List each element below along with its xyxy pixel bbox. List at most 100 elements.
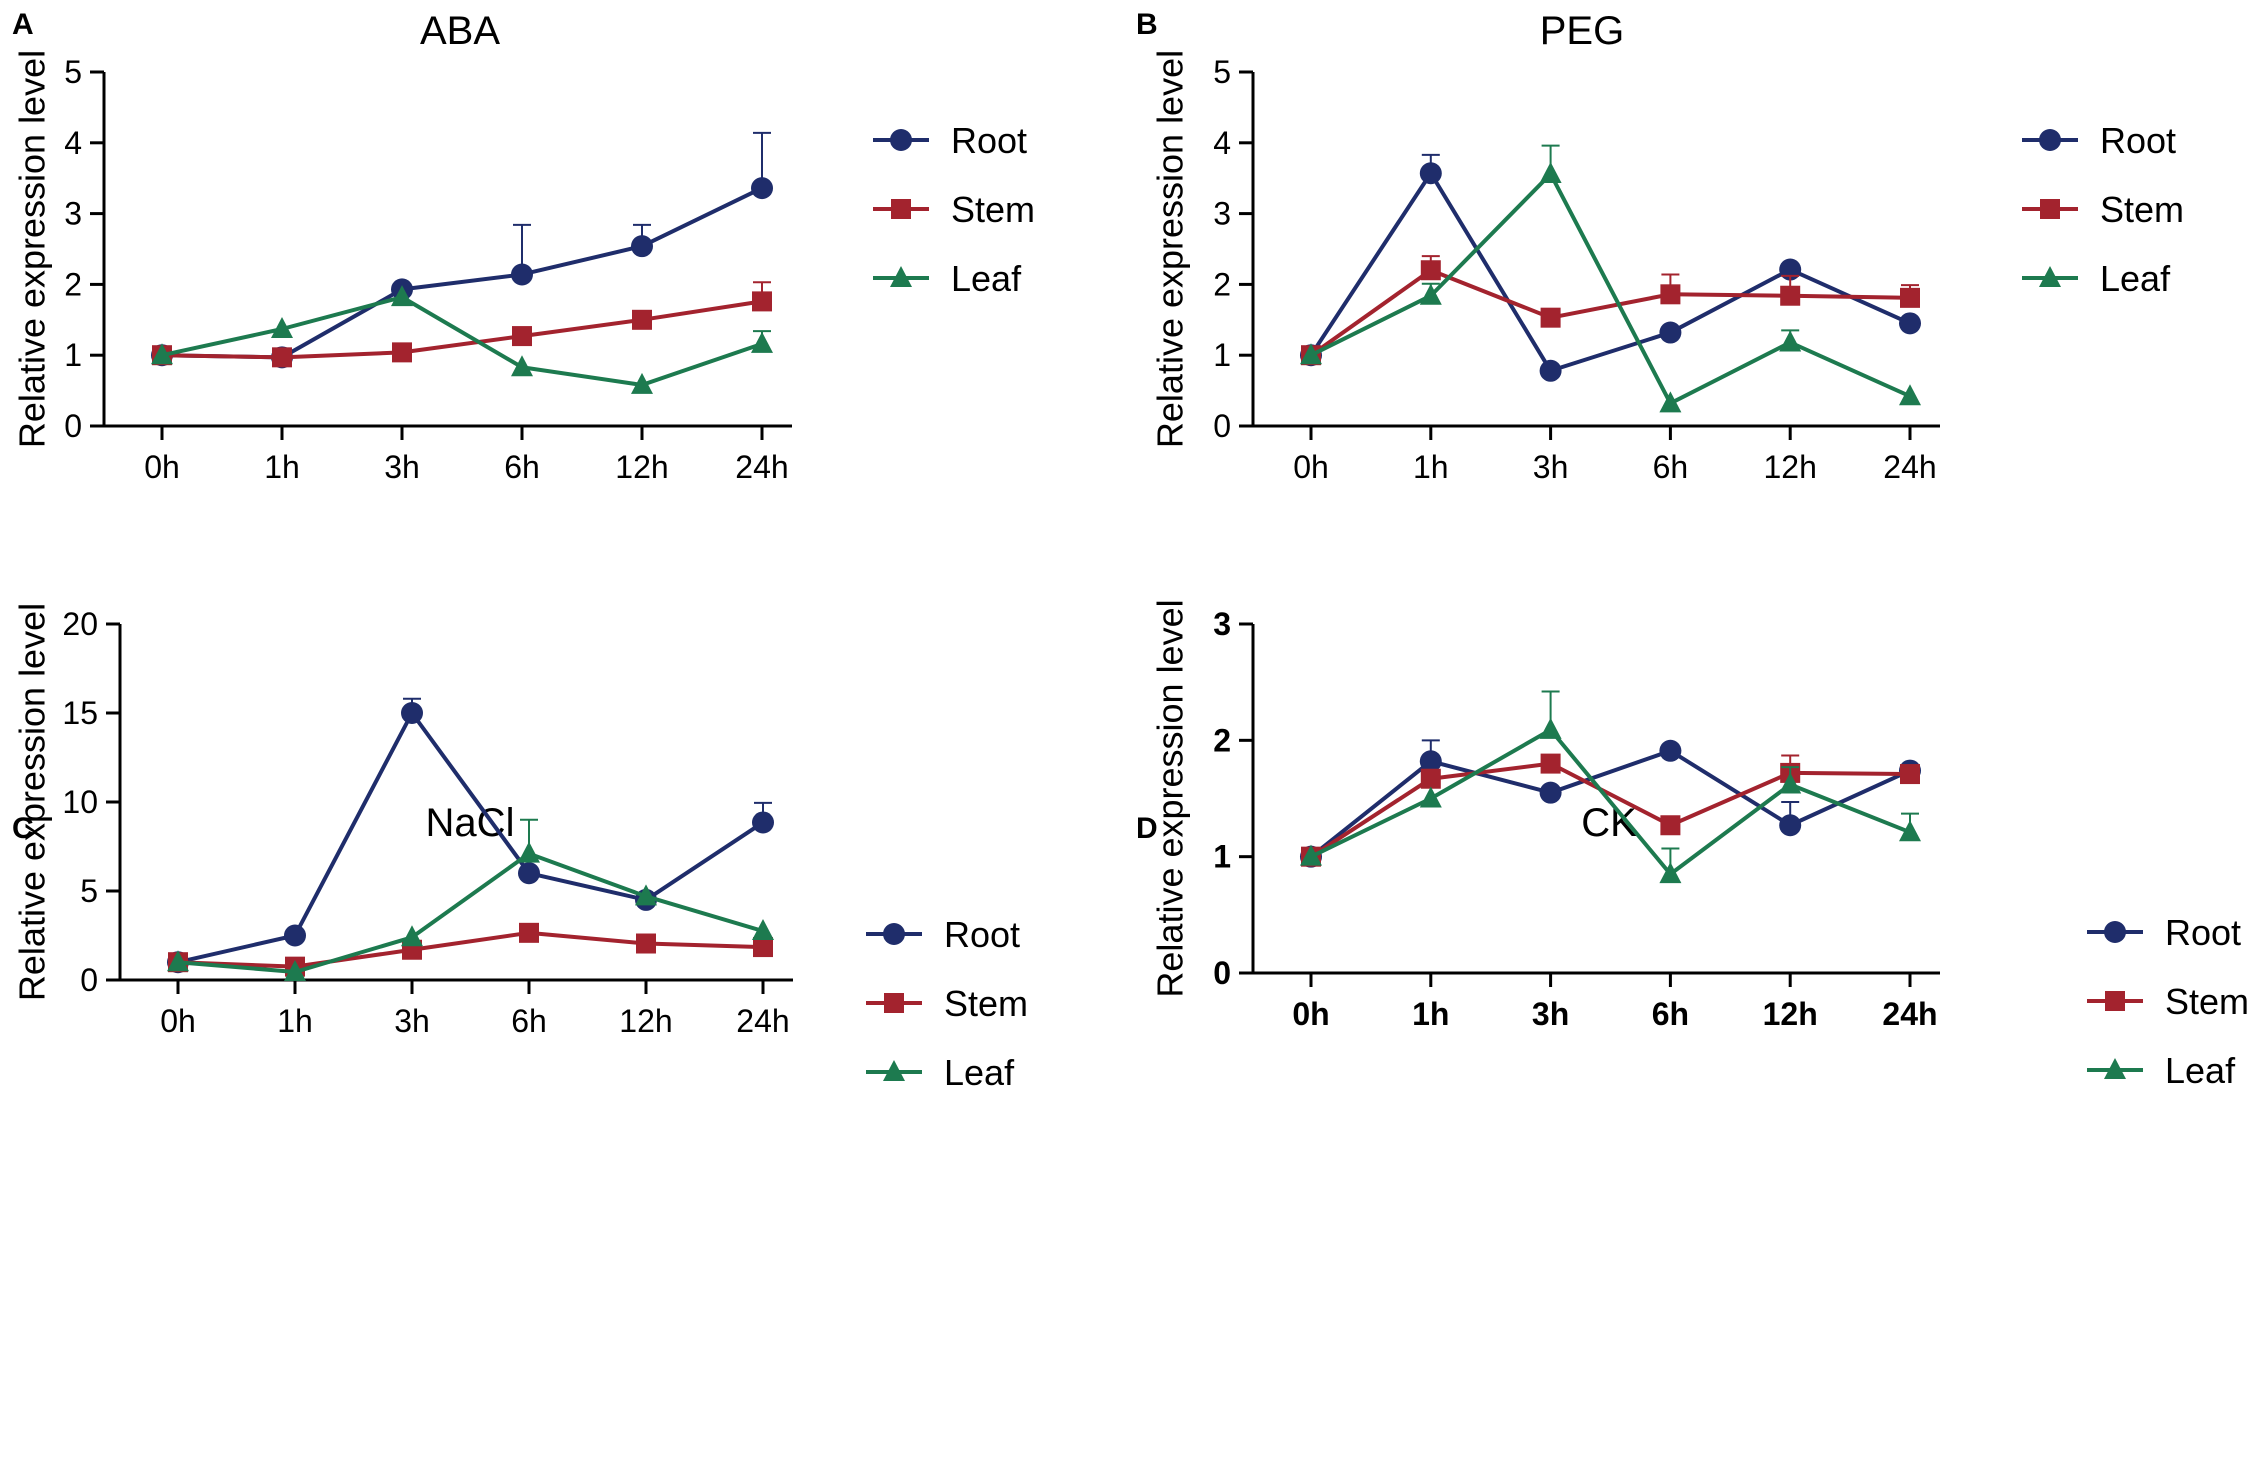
x-tick-label: 0h bbox=[160, 1003, 196, 1039]
data-point bbox=[1779, 814, 1802, 837]
data-point bbox=[1659, 321, 1682, 344]
data-point bbox=[511, 263, 533, 286]
legend-label: Leaf bbox=[944, 1052, 1015, 1093]
legend-item-stem: Stem bbox=[2087, 981, 2249, 1022]
x-tick-label: 6h bbox=[1653, 449, 1689, 485]
x-tick-label: 12h bbox=[615, 449, 668, 485]
data-point bbox=[631, 372, 653, 394]
series-line bbox=[161, 299, 763, 360]
data-point bbox=[636, 933, 656, 954]
data-point bbox=[284, 959, 306, 981]
legend-item-stem: Stem bbox=[866, 983, 1028, 1024]
y-tick-label: 5 bbox=[64, 54, 82, 90]
y-tick-label: 0 bbox=[64, 408, 82, 444]
y-tick-label: 1 bbox=[1213, 337, 1231, 373]
data-point bbox=[752, 291, 772, 312]
data-point bbox=[272, 347, 292, 368]
data-point bbox=[1300, 844, 1322, 866]
legend-item-root: Root bbox=[2022, 120, 2176, 161]
y-axis-label: Relative expression level bbox=[1150, 599, 1191, 997]
x-tick-label: 3h bbox=[1532, 996, 1569, 1032]
y-axis-label: Relative expression level bbox=[12, 603, 53, 1001]
legend-label: Stem bbox=[2165, 981, 2249, 1022]
legend-label: Stem bbox=[944, 983, 1028, 1024]
y-tick-label: 5 bbox=[80, 873, 98, 909]
legend-item-root: Root bbox=[866, 914, 1020, 955]
x-tick-label: 3h bbox=[1533, 449, 1569, 485]
series-line bbox=[177, 930, 764, 969]
x-tick-label: 12h bbox=[619, 1003, 672, 1039]
series-line bbox=[161, 295, 763, 387]
x-tick-label: 3h bbox=[394, 1003, 430, 1039]
data-point bbox=[1539, 717, 1562, 739]
data-point bbox=[512, 326, 532, 347]
legend: Root Stem Leaf bbox=[2022, 120, 2184, 299]
y-tick-label: 3 bbox=[1213, 606, 1231, 642]
legend-marker bbox=[883, 1060, 905, 1081]
data-point bbox=[1660, 284, 1681, 305]
x-tick-label: 12h bbox=[1763, 996, 1818, 1032]
data-point bbox=[1539, 781, 1562, 804]
legend-label: Root bbox=[951, 120, 1027, 161]
y-tick-label: 1 bbox=[64, 337, 82, 373]
data-point bbox=[1659, 739, 1682, 762]
y-tick-label: 3 bbox=[1213, 196, 1231, 232]
series-line bbox=[1310, 171, 1911, 406]
series-line bbox=[1309, 171, 1911, 373]
data-point bbox=[631, 235, 653, 258]
y-tick-label: 2 bbox=[1213, 722, 1231, 758]
x-tick-label: 12h bbox=[1764, 449, 1817, 485]
data-point bbox=[632, 309, 652, 330]
y-tick-label: 4 bbox=[1213, 125, 1231, 161]
data-point bbox=[1779, 330, 1802, 352]
data-point bbox=[401, 702, 423, 724]
data-point bbox=[752, 811, 774, 834]
panel-c: C NaCl Relative expression level 0 5 10 15 20 0h… bbox=[12, 603, 1028, 1093]
legend-marker bbox=[883, 923, 905, 945]
x-tick-label: 24h bbox=[735, 449, 788, 485]
data-point bbox=[167, 950, 189, 972]
y-axis-label: Relative expression level bbox=[1150, 50, 1191, 448]
legend-label: Root bbox=[2165, 912, 2241, 953]
data-point bbox=[1539, 359, 1562, 382]
data-point bbox=[1420, 768, 1441, 789]
x-tick-label: 3h bbox=[384, 449, 420, 485]
data-point bbox=[518, 841, 540, 863]
data-point bbox=[753, 937, 773, 958]
x-tick-label: 6h bbox=[504, 449, 540, 485]
legend-item-stem: Stem bbox=[2022, 189, 2184, 230]
data-point bbox=[1900, 287, 1920, 308]
y-tick-label: 3 bbox=[64, 196, 82, 232]
legend-item-leaf: Leaf bbox=[2087, 1050, 2236, 1091]
y-tick-label: 1 bbox=[1213, 839, 1231, 875]
data-point bbox=[1419, 283, 1442, 305]
data-point bbox=[1659, 862, 1682, 884]
data-point bbox=[511, 355, 533, 377]
legend-item-leaf: Leaf bbox=[873, 258, 1022, 299]
data-point bbox=[518, 862, 540, 885]
data-point bbox=[151, 343, 173, 365]
series-leaf bbox=[1300, 690, 1921, 884]
data-point bbox=[1900, 764, 1920, 785]
data-point bbox=[752, 919, 774, 941]
series-line bbox=[1309, 761, 1911, 859]
data-point bbox=[1540, 307, 1561, 328]
panel-label: C bbox=[12, 812, 34, 845]
data-point bbox=[1660, 815, 1681, 836]
panel-label: D bbox=[1136, 812, 1158, 845]
chart-title: ABA bbox=[420, 9, 500, 53]
legend: Root Stem Leaf bbox=[873, 120, 1035, 299]
series-stem bbox=[1301, 255, 1920, 366]
legend-label: Root bbox=[944, 914, 1020, 955]
legend-label: Leaf bbox=[2165, 1050, 2236, 1091]
y-tick-label: 0 bbox=[1213, 408, 1231, 444]
y-tick-label: 20 bbox=[62, 606, 98, 642]
legend-item-leaf: Leaf bbox=[2022, 258, 2171, 299]
data-point bbox=[391, 285, 413, 307]
legend: Root Stem Leaf bbox=[2087, 912, 2249, 1091]
data-point bbox=[1779, 772, 1802, 794]
legend-marker bbox=[2039, 129, 2061, 151]
x-tick-label: 0h bbox=[1293, 449, 1329, 485]
